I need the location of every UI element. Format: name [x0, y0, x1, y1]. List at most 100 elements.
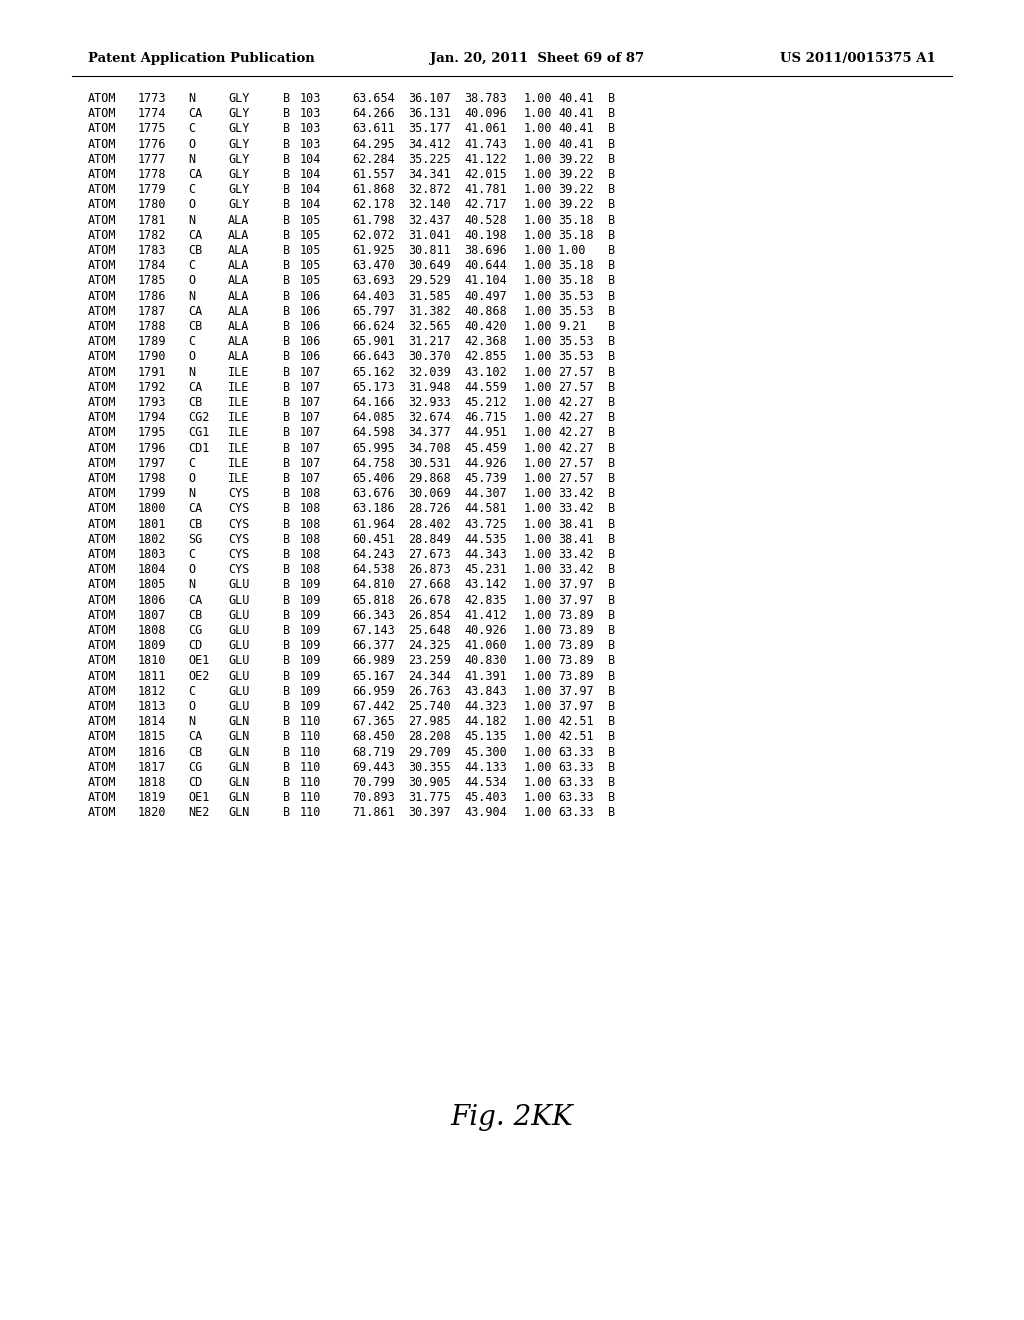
- Text: 106: 106: [300, 335, 322, 348]
- Text: B: B: [608, 228, 615, 242]
- Text: B: B: [283, 517, 290, 531]
- Text: 1803: 1803: [138, 548, 167, 561]
- Text: CG: CG: [188, 760, 203, 774]
- Text: 105: 105: [300, 244, 322, 257]
- Text: 34.377: 34.377: [408, 426, 451, 440]
- Text: 109: 109: [300, 624, 322, 638]
- Text: 105: 105: [300, 228, 322, 242]
- Text: CYS: CYS: [228, 487, 250, 500]
- Text: 31.775: 31.775: [408, 791, 451, 804]
- Text: 41.060: 41.060: [464, 639, 507, 652]
- Text: 45.135: 45.135: [464, 730, 507, 743]
- Text: 36.131: 36.131: [408, 107, 451, 120]
- Text: 26.854: 26.854: [408, 609, 451, 622]
- Text: GLU: GLU: [228, 624, 250, 638]
- Text: 45.212: 45.212: [464, 396, 507, 409]
- Text: 32.872: 32.872: [408, 183, 451, 197]
- Text: 1.00: 1.00: [524, 533, 553, 545]
- Text: GLY: GLY: [228, 137, 250, 150]
- Text: 45.403: 45.403: [464, 791, 507, 804]
- Text: 25.740: 25.740: [408, 700, 451, 713]
- Text: B: B: [283, 396, 290, 409]
- Text: CD: CD: [188, 639, 203, 652]
- Text: 65.797: 65.797: [352, 305, 394, 318]
- Text: 29.529: 29.529: [408, 275, 451, 288]
- Text: ATOM: ATOM: [88, 503, 117, 515]
- Text: 32.039: 32.039: [408, 366, 451, 379]
- Text: 1.00: 1.00: [524, 548, 553, 561]
- Text: 40.41: 40.41: [558, 123, 594, 136]
- Text: GLN: GLN: [228, 715, 250, 729]
- Text: 24.344: 24.344: [408, 669, 451, 682]
- Text: 66.959: 66.959: [352, 685, 394, 698]
- Text: 41.061: 41.061: [464, 123, 507, 136]
- Text: 1798: 1798: [138, 473, 167, 484]
- Text: 1.00: 1.00: [524, 228, 553, 242]
- Text: ATOM: ATOM: [88, 487, 117, 500]
- Text: B: B: [283, 259, 290, 272]
- Text: 41.412: 41.412: [464, 609, 507, 622]
- Text: 1.00: 1.00: [524, 807, 553, 820]
- Text: 30.370: 30.370: [408, 350, 451, 363]
- Text: 66.343: 66.343: [352, 609, 394, 622]
- Text: 1.00: 1.00: [524, 685, 553, 698]
- Text: B: B: [608, 168, 615, 181]
- Text: ALA: ALA: [228, 289, 250, 302]
- Text: 35.18: 35.18: [558, 259, 594, 272]
- Text: 71.861: 71.861: [352, 807, 394, 820]
- Text: B: B: [608, 244, 615, 257]
- Text: B: B: [608, 639, 615, 652]
- Text: 1.00: 1.00: [524, 700, 553, 713]
- Text: B: B: [608, 259, 615, 272]
- Text: ATOM: ATOM: [88, 183, 117, 197]
- Text: GLU: GLU: [228, 685, 250, 698]
- Text: 1820: 1820: [138, 807, 167, 820]
- Text: GLU: GLU: [228, 669, 250, 682]
- Text: 107: 107: [300, 380, 322, 393]
- Text: ALA: ALA: [228, 275, 250, 288]
- Text: CG: CG: [188, 624, 203, 638]
- Text: B: B: [608, 442, 615, 454]
- Text: B: B: [608, 350, 615, 363]
- Text: 63.33: 63.33: [558, 807, 594, 820]
- Text: 44.534: 44.534: [464, 776, 507, 789]
- Text: B: B: [608, 198, 615, 211]
- Text: 1.00: 1.00: [524, 578, 553, 591]
- Text: 63.33: 63.33: [558, 760, 594, 774]
- Text: 28.726: 28.726: [408, 503, 451, 515]
- Text: 1805: 1805: [138, 578, 167, 591]
- Text: 73.89: 73.89: [558, 669, 594, 682]
- Text: 37.97: 37.97: [558, 594, 594, 607]
- Text: CA: CA: [188, 305, 203, 318]
- Text: 105: 105: [300, 275, 322, 288]
- Text: 1.00: 1.00: [524, 730, 553, 743]
- Text: 1815: 1815: [138, 730, 167, 743]
- Text: ATOM: ATOM: [88, 624, 117, 638]
- Text: 109: 109: [300, 655, 322, 668]
- Text: 65.995: 65.995: [352, 442, 394, 454]
- Text: B: B: [608, 335, 615, 348]
- Text: 35.225: 35.225: [408, 153, 451, 166]
- Text: 73.89: 73.89: [558, 655, 594, 668]
- Text: B: B: [608, 791, 615, 804]
- Text: B: B: [283, 639, 290, 652]
- Text: ATOM: ATOM: [88, 517, 117, 531]
- Text: 64.403: 64.403: [352, 289, 394, 302]
- Text: 40.528: 40.528: [464, 214, 507, 227]
- Text: B: B: [283, 776, 290, 789]
- Text: 106: 106: [300, 289, 322, 302]
- Text: GLY: GLY: [228, 92, 250, 106]
- Text: 35.18: 35.18: [558, 275, 594, 288]
- Text: 44.926: 44.926: [464, 457, 507, 470]
- Text: 107: 107: [300, 366, 322, 379]
- Text: 1808: 1808: [138, 624, 167, 638]
- Text: B: B: [608, 578, 615, 591]
- Text: 1809: 1809: [138, 639, 167, 652]
- Text: 1.00: 1.00: [524, 335, 553, 348]
- Text: N: N: [188, 153, 196, 166]
- Text: CA: CA: [188, 168, 203, 181]
- Text: 1.00: 1.00: [524, 442, 553, 454]
- Text: 107: 107: [300, 473, 322, 484]
- Text: ATOM: ATOM: [88, 198, 117, 211]
- Text: B: B: [283, 760, 290, 774]
